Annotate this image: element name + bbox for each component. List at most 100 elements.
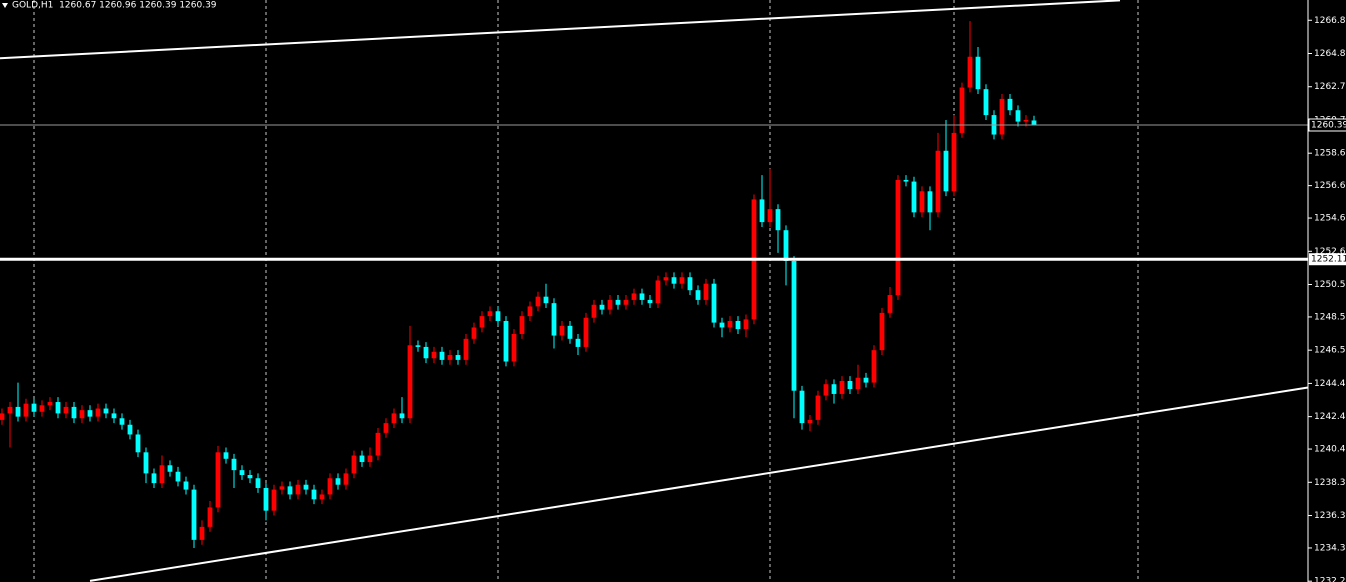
candle-body [871, 350, 877, 383]
y-tick-label: 1242.40 [1314, 412, 1346, 422]
candle-body [727, 320, 733, 328]
candle-body [1023, 119, 1029, 122]
candle-body [319, 494, 325, 500]
candle-body [351, 455, 357, 474]
candle-body [911, 181, 917, 213]
candle-body [15, 406, 21, 417]
candle-body [391, 413, 397, 424]
candle-body [895, 179, 901, 296]
candle-body [679, 277, 685, 284]
plot-area [0, 0, 1309, 582]
candle-body [63, 406, 69, 414]
candle-body [1015, 110, 1021, 122]
trend-line [0, 0, 1121, 60]
candle-body [471, 327, 477, 339]
chart-title: GOLD,H1 1260.67 1260.96 1260.39 1260.39 [12, 1, 217, 11]
candle-body [423, 346, 429, 359]
candle-body [783, 230, 789, 262]
candle-body [455, 355, 461, 360]
price-label-box [1309, 253, 1346, 266]
y-tick-label: 1252.60 [1314, 247, 1346, 257]
candle-body [431, 351, 437, 359]
candle-body [279, 486, 285, 490]
symbol-icon [2, 3, 8, 8]
candle-body [487, 311, 493, 317]
candle-body [343, 473, 349, 485]
bid-label: 1260.39 [1311, 120, 1346, 130]
candle-body [855, 377, 861, 390]
candle-body [807, 419, 813, 424]
candle-body [879, 312, 885, 351]
candle-body [191, 489, 197, 540]
candle-body [847, 380, 853, 390]
candle-body [143, 452, 149, 474]
y-tick-label: 1262.75 [1314, 82, 1346, 92]
candle-body [1031, 120, 1037, 125]
candle-body [575, 338, 581, 347]
y-tick-label: 1240.40 [1314, 445, 1346, 455]
y-tick-label: 1250.55 [1314, 280, 1346, 290]
candle-body [663, 277, 669, 281]
candle-body [223, 452, 229, 459]
candle-body [943, 150, 949, 192]
candle-body [311, 489, 317, 500]
candle-body [111, 413, 117, 419]
candle-body [527, 306, 533, 317]
candle-body [407, 345, 413, 419]
candle-body [967, 56, 973, 88]
candle-body [999, 98, 1005, 135]
candle-body [159, 465, 165, 484]
candle-body [183, 481, 189, 490]
candle-body [263, 487, 269, 511]
candle-body [511, 333, 517, 362]
candle-body [255, 478, 261, 488]
y-tick-label: 1236.30 [1314, 511, 1346, 521]
candle-body [127, 424, 133, 435]
candle-body [743, 319, 749, 330]
candle-body [231, 458, 237, 471]
candle-body [135, 434, 141, 453]
candle-body [607, 299, 613, 310]
candle-body [175, 471, 181, 482]
price-axis: 1266.851264.801262.751260.701258.651256.… [1308, 16, 1346, 582]
candle-body [839, 380, 845, 394]
candle-body [983, 89, 989, 116]
candle-body [631, 293, 637, 300]
candle-body [207, 507, 213, 527]
candle-body [479, 316, 485, 328]
y-tick-label: 1232.25 [1314, 577, 1346, 582]
candle-body [31, 403, 37, 412]
candle-body [647, 299, 653, 304]
candle-body [495, 311, 501, 321]
candle-body [791, 261, 797, 391]
y-tick-label: 1256.65 [1314, 181, 1346, 191]
candle-body [359, 455, 365, 463]
candle-body [71, 406, 77, 419]
candle-body [639, 293, 645, 300]
candle-body [95, 408, 101, 417]
candle-body [303, 484, 309, 490]
y-tick-label: 1244.45 [1314, 379, 1346, 389]
candle-body [1007, 98, 1013, 111]
candle-body [535, 296, 541, 307]
candle-body [567, 325, 573, 339]
candle-body [0, 413, 5, 420]
candle-body [711, 283, 717, 323]
candle-body [119, 418, 125, 425]
candle-body [927, 191, 933, 213]
trend-line [89, 386, 1309, 582]
candle-body [47, 402, 53, 406]
candle-body [383, 423, 389, 433]
candle-body [671, 277, 677, 284]
candle-body [887, 295, 893, 313]
candle-body [863, 377, 869, 383]
candle-body [919, 191, 925, 213]
candle-body [215, 452, 221, 508]
candle-body [399, 413, 405, 419]
y-tick-label: 1248.55 [1314, 312, 1346, 322]
candle-body [295, 484, 301, 495]
candle-body [151, 473, 157, 484]
candle-body [375, 432, 381, 456]
